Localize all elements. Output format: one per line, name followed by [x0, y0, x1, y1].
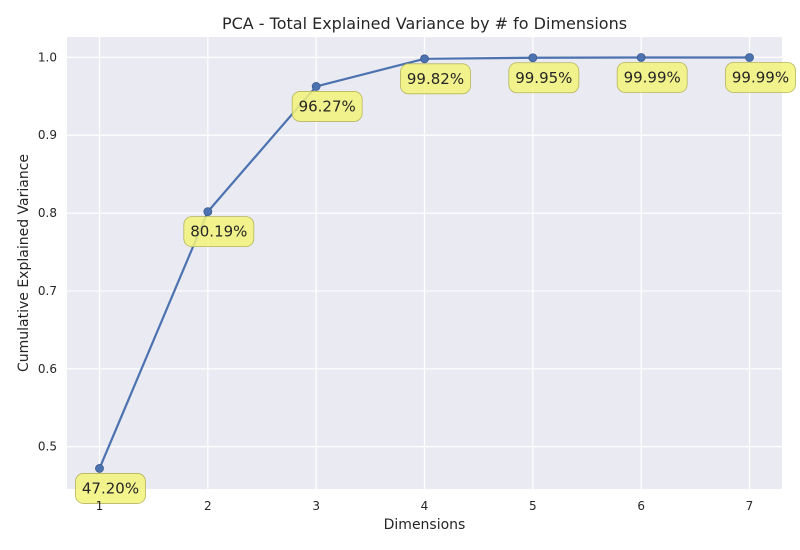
data-label: 99.95% [508, 62, 580, 94]
data-label: 47.20% [75, 473, 146, 504]
data-label-box [183, 216, 255, 248]
data-label-box [291, 91, 363, 122]
x-tick-label: 4 [421, 499, 429, 513]
data-label-box [75, 473, 146, 504]
data-label-box [616, 62, 688, 93]
data-label: 80.19% [183, 216, 255, 248]
data-point [311, 82, 321, 91]
data-label-text: 96.27% [299, 97, 356, 115]
data-point [528, 53, 538, 63]
x-tick-label: 5 [529, 499, 537, 513]
data-label-text: 99.99% [732, 68, 789, 86]
data-label-text: 99.82% [407, 70, 464, 88]
data-label-text: 47.20% [82, 479, 139, 497]
data-point [745, 53, 754, 62]
y-tick-label: 0.6 [38, 362, 57, 376]
chart-title: PCA - Total Explained Variance by # fo D… [222, 14, 627, 33]
x-tick-label: 3 [312, 499, 320, 513]
data-point [95, 464, 104, 473]
y-tick-label: 0.9 [38, 128, 57, 142]
x-tick-label: 2 [204, 499, 212, 513]
data-point [420, 54, 429, 64]
x-tick-labels: 1 2 3 4 5 6 7 [96, 499, 754, 513]
x-tick-label: 6 [637, 499, 645, 513]
data-label-text: 80.19% [190, 223, 247, 241]
y-tick-label: 1.0 [38, 50, 57, 64]
y-tick-label: 0.7 [38, 284, 57, 298]
data-point [636, 53, 646, 62]
data-label-text: 99.99% [624, 68, 681, 86]
data-points [95, 53, 754, 473]
data-label: 99.99% [616, 62, 688, 93]
x-tick-label: 1 [96, 499, 104, 513]
y-tick-label: 0.5 [38, 440, 57, 454]
data-label-box [725, 62, 796, 93]
y-axis-label: Cumulative Explained Variance [16, 154, 32, 372]
data-label-box [508, 62, 580, 94]
x-tick-label: 7 [746, 499, 754, 513]
data-label: 96.27% [291, 91, 363, 122]
x-axis-label: Dimensions [384, 517, 466, 533]
data-label: 99.99% [725, 62, 796, 93]
data-labels: 47.20% 80.19% 96.27% 99.82% 99.95% 99.99% 99.9… [75, 62, 796, 504]
data-label-text: 99.95% [515, 69, 572, 87]
data-label-box [400, 63, 471, 95]
data-point [203, 207, 213, 217]
y-tick-label: 0.8 [38, 206, 57, 220]
y-tick-labels: 0.5 0.6 0.7 0.8 0.9 1.0 [38, 50, 57, 453]
data-label: 99.82% [400, 63, 471, 95]
